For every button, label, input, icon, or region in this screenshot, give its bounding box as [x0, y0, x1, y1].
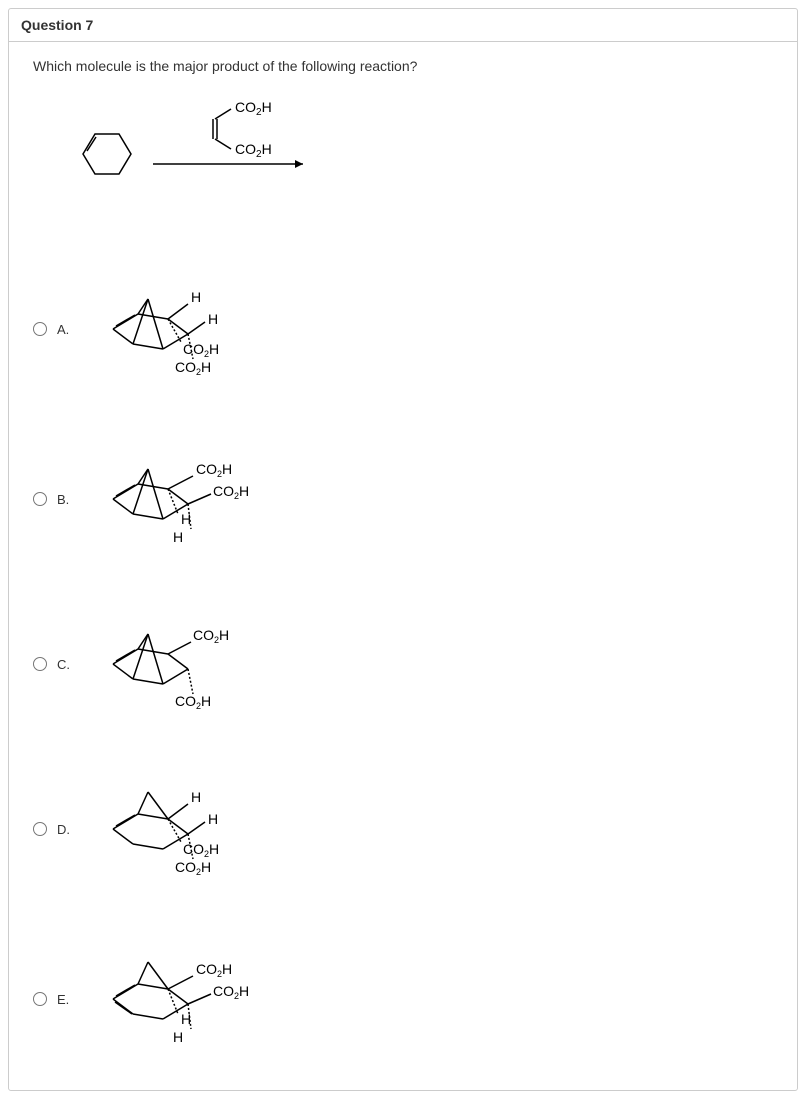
reagent-bottom-label: CO2H	[235, 141, 272, 160]
option-a[interactable]: A.	[33, 274, 773, 384]
option-d-structure: H H CO2H CO2H	[93, 774, 263, 884]
svg-text:CO2H: CO2H	[213, 483, 249, 501]
svg-text:CO2H: CO2H	[175, 693, 211, 711]
svg-text:CO2H: CO2H	[183, 841, 219, 859]
reaction-scheme: CO2H CO2H	[63, 94, 773, 214]
question-prompt: Which molecule is the major product of t…	[33, 58, 773, 74]
svg-text:H: H	[173, 1029, 183, 1045]
svg-text:CO2H: CO2H	[213, 983, 249, 1001]
svg-text:H: H	[181, 511, 191, 527]
question-container: Question 7 Which molecule is the major p…	[8, 8, 798, 1091]
option-c[interactable]: C.	[33, 614, 773, 714]
svg-text:H: H	[208, 311, 218, 327]
option-a-label: A.	[57, 322, 73, 337]
option-c-radio[interactable]	[33, 657, 47, 671]
svg-text:CO2H: CO2H	[175, 859, 211, 877]
option-b-label: B.	[57, 492, 73, 507]
svg-text:CO2H: CO2H	[196, 461, 232, 479]
option-e-structure: CO2H CO2H H H	[93, 944, 283, 1054]
option-b[interactable]: B.	[33, 444, 773, 554]
option-b-structure: CO2H CO2H H H	[93, 444, 283, 554]
option-d-radio[interactable]	[33, 822, 47, 836]
option-c-label: C.	[57, 657, 73, 672]
option-e[interactable]: E.	[33, 944, 773, 1054]
option-e-label: E.	[57, 992, 73, 1007]
svg-text:H: H	[191, 289, 201, 305]
svg-text:H: H	[208, 811, 218, 827]
option-a-radio[interactable]	[33, 322, 47, 336]
svg-text:CO2H: CO2H	[193, 627, 229, 645]
svg-text:CO2H: CO2H	[183, 341, 219, 359]
svg-text:CO2H: CO2H	[196, 961, 232, 979]
options-list: A.	[33, 274, 773, 1054]
svg-text:H: H	[191, 789, 201, 805]
option-a-structure: H H CO2H CO2H	[93, 274, 263, 384]
question-header: Question 7	[9, 9, 797, 42]
svg-text:H: H	[181, 1011, 191, 1027]
option-d[interactable]: D.	[33, 774, 773, 884]
reagent-top-label: CO2H	[235, 99, 272, 118]
option-b-radio[interactable]	[33, 492, 47, 506]
option-e-radio[interactable]	[33, 992, 47, 1006]
option-c-structure: CO2H CO2H	[93, 614, 263, 714]
svg-text:CO2H: CO2H	[175, 359, 211, 377]
option-d-label: D.	[57, 822, 73, 837]
question-body: Which molecule is the major product of t…	[9, 42, 797, 1090]
svg-text:H: H	[173, 529, 183, 545]
